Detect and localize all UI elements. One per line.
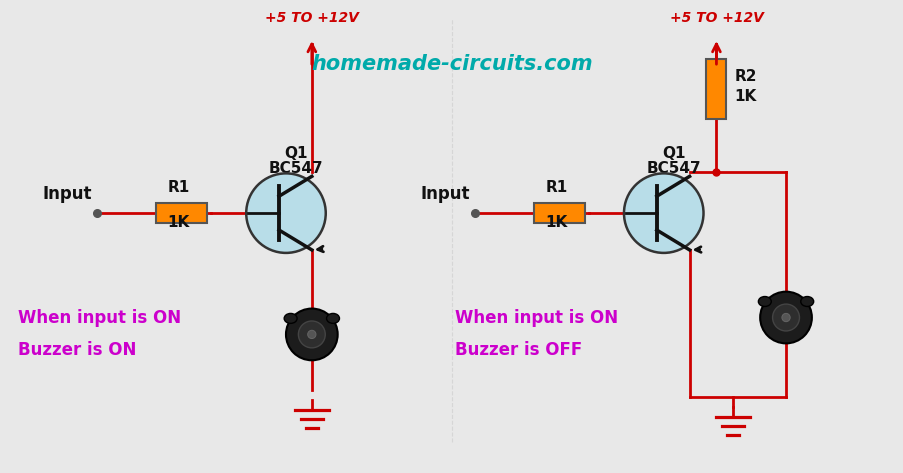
Text: 1K: 1K xyxy=(733,89,756,105)
Ellipse shape xyxy=(800,297,813,307)
Circle shape xyxy=(307,330,316,339)
Circle shape xyxy=(298,321,325,348)
Text: When input is ON: When input is ON xyxy=(17,308,181,326)
Text: BC547: BC547 xyxy=(268,161,323,176)
Text: Input: Input xyxy=(420,185,470,203)
Ellipse shape xyxy=(326,314,340,324)
Text: Buzzer is ON: Buzzer is ON xyxy=(17,342,135,359)
Text: R1: R1 xyxy=(545,180,567,195)
Bar xyxy=(155,203,207,223)
Text: Input: Input xyxy=(42,185,92,203)
Ellipse shape xyxy=(284,314,297,324)
Text: +5 TO +12V: +5 TO +12V xyxy=(669,11,762,25)
Ellipse shape xyxy=(758,297,770,307)
Circle shape xyxy=(246,174,325,253)
Circle shape xyxy=(781,314,789,322)
Text: Buzzer is OFF: Buzzer is OFF xyxy=(454,342,582,359)
Circle shape xyxy=(623,174,703,253)
Circle shape xyxy=(285,308,338,360)
Text: Q1: Q1 xyxy=(284,147,307,161)
Circle shape xyxy=(772,304,798,331)
Text: R1: R1 xyxy=(167,180,190,195)
Text: homemade-circuits.com: homemade-circuits.com xyxy=(311,54,592,74)
Text: +5 TO +12V: +5 TO +12V xyxy=(265,11,358,25)
Text: Q1: Q1 xyxy=(661,147,684,161)
Text: 1K: 1K xyxy=(545,215,567,230)
Bar xyxy=(533,203,584,223)
Text: 1K: 1K xyxy=(167,215,190,230)
Text: When input is ON: When input is ON xyxy=(454,308,618,326)
Circle shape xyxy=(759,292,811,343)
Bar xyxy=(706,59,726,119)
Text: BC547: BC547 xyxy=(646,161,700,176)
Text: R2: R2 xyxy=(733,70,756,85)
